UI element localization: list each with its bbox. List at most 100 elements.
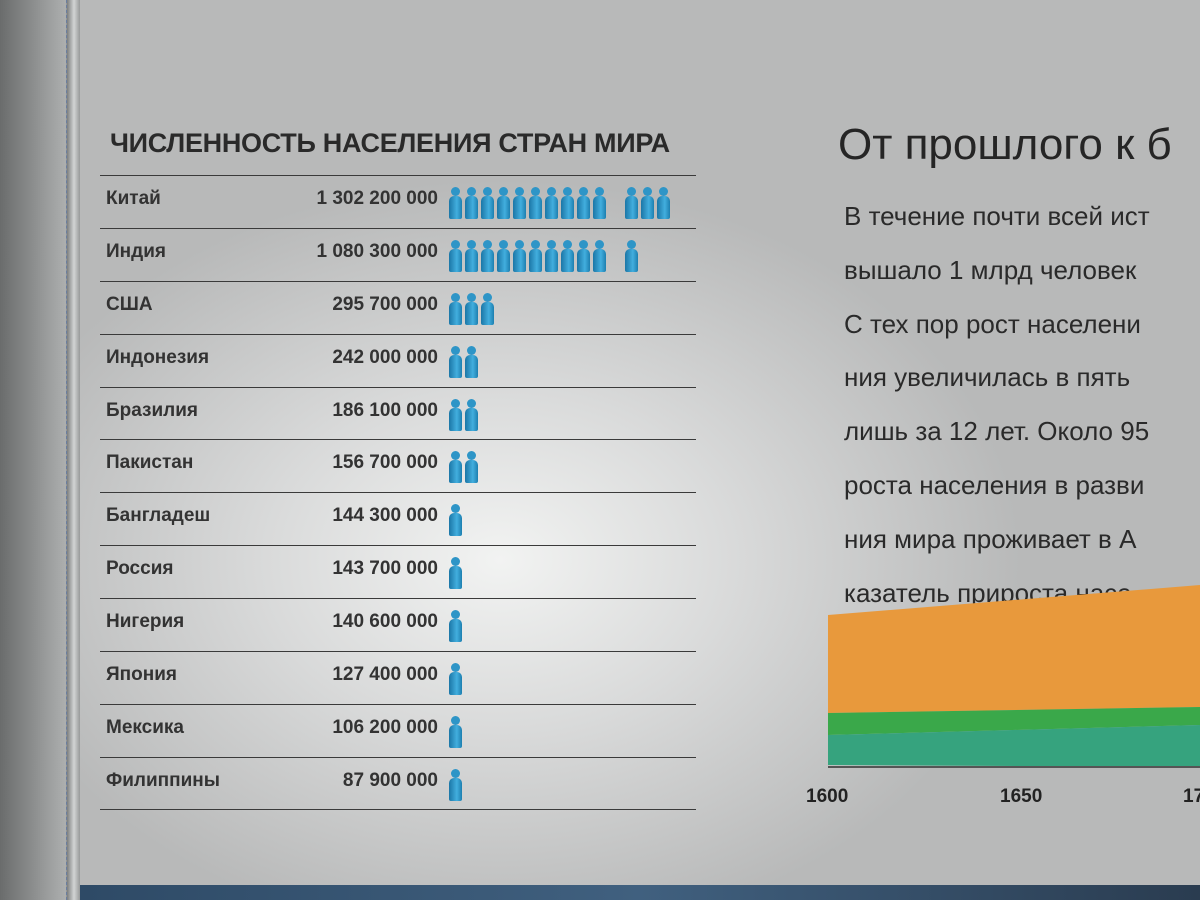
country-name: США bbox=[106, 293, 153, 315]
person-icon bbox=[592, 187, 618, 219]
chart-area-orange bbox=[828, 585, 1200, 713]
person-icon bbox=[464, 292, 490, 325]
article-line: вышало 1 млрд человек bbox=[844, 254, 1137, 285]
population-icons bbox=[448, 345, 490, 378]
country-name: Индия bbox=[106, 240, 166, 262]
person-icon bbox=[448, 398, 474, 431]
population-icons bbox=[448, 451, 490, 484]
person-icon bbox=[496, 187, 522, 219]
person-icon bbox=[528, 239, 554, 272]
person-icon bbox=[464, 451, 490, 484]
person-icon bbox=[656, 187, 682, 219]
person-icon bbox=[480, 292, 506, 325]
article-line: роста населения в разви bbox=[844, 469, 1145, 500]
population-table: Китай 1 302 200 000 Индия 1 080 300 000 США 2… bbox=[100, 175, 696, 810]
table-row: Бразилия 186 100 000 bbox=[100, 386, 696, 440]
population-value: 1 080 300 000 bbox=[316, 240, 438, 262]
population-icons bbox=[448, 292, 506, 325]
article-line: ния мира проживает в А bbox=[844, 523, 1137, 554]
person-icon bbox=[576, 187, 602, 219]
person-icon bbox=[464, 398, 490, 431]
population-icons bbox=[448, 504, 474, 537]
population-area-chart bbox=[828, 585, 1200, 768]
population-value: 242 000 000 bbox=[332, 346, 438, 368]
table-row: Япония 127 400 000 bbox=[100, 651, 696, 704]
person-icon bbox=[464, 187, 490, 219]
article-line: С тех пор рост населени bbox=[844, 308, 1141, 339]
table-row: Филиппины 87 900 000 bbox=[100, 756, 696, 810]
person-icon bbox=[448, 715, 474, 748]
country-name: Нигерия bbox=[106, 611, 185, 633]
population-icons bbox=[448, 768, 474, 801]
table-row: Пакистан 156 700 000 bbox=[100, 439, 696, 492]
person-icon bbox=[560, 187, 586, 219]
population-value: 186 100 000 bbox=[332, 399, 438, 421]
person-icon bbox=[480, 187, 506, 219]
country-name: Пакистан bbox=[106, 452, 194, 474]
person-icon bbox=[448, 557, 474, 590]
country-name: Мексика bbox=[106, 716, 184, 738]
person-icon bbox=[512, 239, 538, 272]
person-icon bbox=[448, 663, 474, 696]
country-name: Япония bbox=[106, 664, 177, 686]
person-icon bbox=[624, 187, 650, 219]
person-icon bbox=[480, 239, 506, 272]
person-icon bbox=[448, 239, 474, 272]
table-row: Мексика 106 200 000 bbox=[100, 703, 696, 757]
page-bottom-strip bbox=[80, 885, 1200, 900]
x-tick-1700: 17 bbox=[1183, 786, 1200, 807]
person-icon bbox=[640, 187, 666, 219]
person-icon bbox=[528, 187, 554, 219]
person-icon bbox=[448, 504, 474, 537]
population-icons bbox=[448, 239, 650, 272]
table-row: Китай 1 302 200 000 bbox=[100, 175, 696, 228]
person-icon bbox=[544, 187, 570, 219]
x-tick-1600: 1600 bbox=[806, 786, 849, 807]
person-icon bbox=[624, 239, 650, 272]
left-page-edge bbox=[0, 0, 78, 900]
country-name: Филиппины bbox=[106, 769, 220, 791]
person-icon bbox=[512, 187, 538, 219]
article-paragraph: В течение почти всей ист вышало 1 млрд че… bbox=[844, 190, 1200, 620]
person-icon bbox=[464, 345, 490, 378]
person-icon bbox=[560, 239, 586, 272]
chart-area-teal bbox=[828, 725, 1200, 767]
person-icon bbox=[448, 451, 474, 484]
country-name: Россия bbox=[106, 558, 174, 580]
country-name: Бангладеш bbox=[106, 505, 211, 527]
population-icons bbox=[448, 557, 474, 590]
population-icons bbox=[448, 187, 682, 219]
person-icon bbox=[592, 239, 618, 272]
population-icons bbox=[448, 715, 474, 748]
population-value: 127 400 000 bbox=[332, 664, 438, 686]
population-icons bbox=[448, 610, 474, 643]
population-value: 140 600 000 bbox=[332, 611, 438, 633]
person-icon bbox=[464, 239, 490, 272]
article-heading: От прошлого к б bbox=[838, 120, 1172, 169]
table-row: Индонезия 242 000 000 bbox=[100, 333, 696, 387]
chart-area-green bbox=[828, 707, 1200, 735]
person-icon bbox=[448, 768, 474, 801]
table-row: США 295 700 000 bbox=[100, 280, 696, 334]
article-line: лишь за 12 лет. Около 95 bbox=[844, 416, 1150, 447]
population-value: 106 200 000 bbox=[332, 716, 438, 738]
book-spine bbox=[66, 0, 81, 900]
table-row: Нигерия 140 600 000 bbox=[100, 598, 696, 651]
country-name: Бразилия bbox=[106, 399, 199, 421]
article-line: ния увеличилась в пять bbox=[844, 362, 1131, 393]
population-icons bbox=[448, 398, 490, 431]
country-name: Китай bbox=[106, 188, 161, 209]
table-row: Россия 143 700 000 bbox=[100, 545, 696, 598]
table-row: Индия 1 080 300 000 bbox=[100, 227, 696, 281]
population-value: 156 700 000 bbox=[332, 452, 438, 474]
table-title: ЧИСЛЕННОСТЬ НАСЕЛЕНИЯ СТРАН МИРА bbox=[110, 128, 670, 158]
table-row: Бангладеш 144 300 000 bbox=[100, 492, 696, 545]
population-value: 1 302 200 000 bbox=[316, 188, 438, 209]
x-tick-1650: 1650 bbox=[1000, 786, 1043, 807]
person-icon bbox=[448, 187, 474, 219]
article-line: В течение почти всей ист bbox=[844, 201, 1150, 231]
person-icon bbox=[448, 292, 474, 325]
population-icons bbox=[448, 663, 474, 696]
population-value: 143 700 000 bbox=[332, 558, 438, 580]
population-value: 87 900 000 bbox=[342, 769, 438, 791]
